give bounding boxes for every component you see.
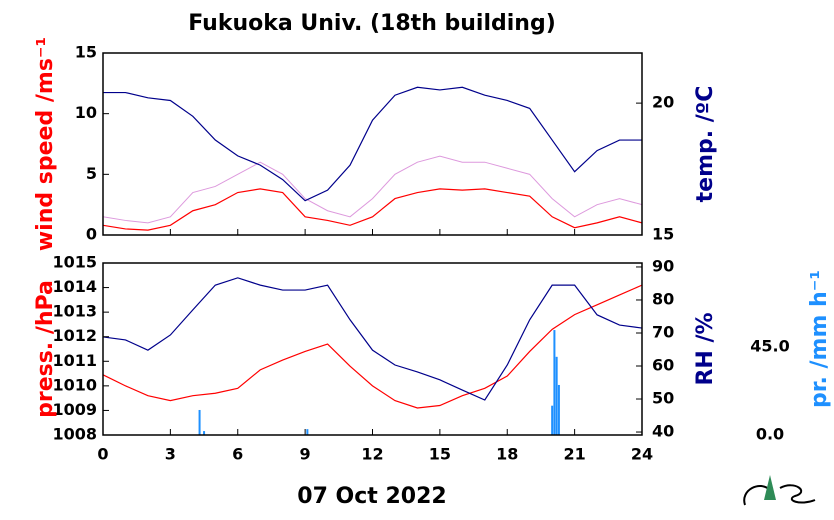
series-line xyxy=(102,284,643,409)
precip-bar xyxy=(555,356,558,435)
y-axis-label: press. /hPa xyxy=(33,280,58,418)
y2-tick-label: 80 xyxy=(652,289,674,308)
y-tick-label: 1015 xyxy=(52,253,97,272)
y-tick-label: 1012 xyxy=(52,326,97,345)
y2-axis-label: RH /% xyxy=(693,312,718,385)
y3-tick-label: 0.0 xyxy=(756,425,784,444)
y3-tick-label: 45.0 xyxy=(750,337,789,356)
x-tick-label: 18 xyxy=(496,445,518,464)
plot-frame xyxy=(102,262,643,436)
y-tick-label: 10 xyxy=(75,103,97,122)
precip-bar xyxy=(553,330,556,435)
y-tick-label: 0 xyxy=(86,225,97,244)
precip-bar xyxy=(198,409,201,435)
series-line xyxy=(102,155,643,224)
y-tick-label: 1014 xyxy=(52,277,97,296)
y-tick-label: 5 xyxy=(86,164,97,183)
series-line xyxy=(103,86,642,202)
chart-title: Fukuoka Univ. (18th building) xyxy=(188,11,556,36)
y2-tick-label: 60 xyxy=(652,356,674,375)
x-tick-label: 15 xyxy=(429,445,451,464)
precip-bar xyxy=(551,405,554,435)
y2-tick-label: 20 xyxy=(652,93,674,112)
y-tick-label: 1009 xyxy=(52,400,97,419)
y2-tick-label: 90 xyxy=(652,256,674,275)
logo xyxy=(743,475,816,506)
y2-tick-label: 70 xyxy=(652,322,674,341)
y2-tick-label: 40 xyxy=(652,422,674,441)
x-tick-label: 0 xyxy=(97,445,108,464)
y-tick-label: 1011 xyxy=(52,351,97,370)
precip-bar xyxy=(203,431,206,435)
series-line xyxy=(102,277,643,401)
y-tick-label: 15 xyxy=(75,43,97,62)
y2-axis-label: temp. /ºC xyxy=(693,86,718,203)
x-axis-label: 07 Oct 2022 xyxy=(297,484,446,509)
y2-tick-label: 15 xyxy=(652,225,674,244)
plot-frame xyxy=(102,52,643,236)
precip-bar xyxy=(306,429,309,435)
x-tick-label: 9 xyxy=(300,445,311,464)
y-tick-label: 1013 xyxy=(52,302,97,321)
y3-axis-label: pr. /mm h⁻¹ xyxy=(807,270,832,408)
x-tick-label: 3 xyxy=(165,445,176,464)
series-line xyxy=(102,188,643,231)
x-tick-label: 24 xyxy=(631,445,653,464)
precip-bar xyxy=(557,384,560,435)
x-tick-label: 21 xyxy=(563,445,585,464)
y-tick-label: 1008 xyxy=(52,425,97,444)
x-tick-label: 6 xyxy=(232,445,243,464)
x-tick-label: 12 xyxy=(361,445,383,464)
y-axis-label: wind speed /ms⁻¹ xyxy=(33,37,58,251)
y-tick-label: 1010 xyxy=(52,375,97,394)
y2-tick-label: 50 xyxy=(652,389,674,408)
